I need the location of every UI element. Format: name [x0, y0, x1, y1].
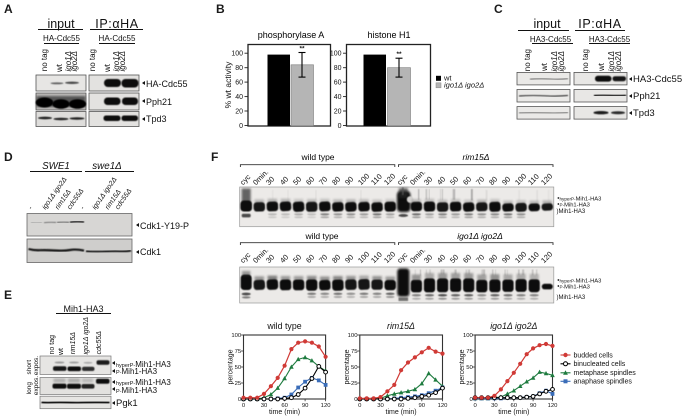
- svg-text:25: 25: [351, 381, 358, 387]
- svg-text:percentage: percentage: [344, 349, 351, 384]
- svg-text:percentage: percentage: [459, 349, 466, 384]
- svg-text:50: 50: [351, 365, 358, 371]
- svg-text:100: 100: [231, 333, 242, 339]
- svg-text:binucleated cells: binucleated cells: [574, 361, 626, 368]
- svg-text:30: 30: [377, 403, 384, 409]
- svg-text:80: 80: [235, 65, 243, 72]
- svg-text:rim15Δ: rim15Δ: [387, 321, 415, 331]
- svg-text:budded cells: budded cells: [574, 352, 614, 359]
- svg-text:0: 0: [239, 123, 243, 130]
- svg-text:igo1Δ igo2Δ: igo1Δ igo2Δ: [490, 321, 537, 331]
- svg-text:metaphase spindles: metaphase spindles: [574, 370, 637, 377]
- svg-text:20: 20: [334, 109, 342, 116]
- svg-text:90: 90: [419, 403, 426, 409]
- svg-text:100: 100: [348, 333, 359, 339]
- svg-text:20: 20: [235, 109, 243, 116]
- svg-text:40: 40: [235, 94, 243, 101]
- svg-text:90: 90: [302, 403, 309, 409]
- svg-text:0: 0: [354, 397, 358, 403]
- svg-text:60: 60: [235, 80, 243, 87]
- svg-text:80: 80: [334, 65, 342, 72]
- svg-text:100: 100: [463, 333, 474, 339]
- svg-text:anaphase spindles: anaphase spindles: [574, 379, 633, 386]
- svg-text:time (min): time (min): [386, 409, 417, 416]
- svg-text:time (min): time (min): [498, 409, 529, 416]
- svg-text:75: 75: [351, 349, 358, 355]
- svg-text:50: 50: [235, 365, 242, 371]
- svg-text:90: 90: [530, 403, 537, 409]
- svg-text:0: 0: [470, 397, 474, 403]
- svg-text:75: 75: [466, 349, 473, 355]
- svg-text:120: 120: [548, 403, 559, 409]
- svg-text:100: 100: [231, 51, 243, 58]
- svg-text:120: 120: [438, 403, 449, 409]
- svg-text:75: 75: [235, 349, 242, 355]
- svg-text:60: 60: [398, 403, 405, 409]
- svg-text:0: 0: [338, 123, 342, 130]
- svg-text:wt: wt: [443, 74, 452, 83]
- svg-text:50: 50: [466, 365, 473, 371]
- svg-text:25: 25: [466, 381, 473, 387]
- svg-text:30: 30: [261, 403, 268, 409]
- svg-text:120: 120: [321, 403, 332, 409]
- svg-text:40: 40: [334, 94, 342, 101]
- svg-text:time (min): time (min): [269, 409, 300, 416]
- svg-text:**: **: [299, 46, 305, 53]
- svg-text:0: 0: [358, 403, 362, 409]
- svg-text:60: 60: [334, 80, 342, 87]
- svg-text:% wt activity: % wt activity: [223, 61, 233, 109]
- svg-text:25: 25: [235, 381, 242, 387]
- svg-text:30: 30: [491, 403, 498, 409]
- svg-text:60: 60: [511, 403, 518, 409]
- svg-text:0: 0: [238, 397, 242, 403]
- svg-text:60: 60: [281, 403, 288, 409]
- svg-text:percentage: percentage: [228, 349, 235, 384]
- svg-text:0: 0: [473, 403, 477, 409]
- svg-text:0: 0: [242, 403, 246, 409]
- svg-text:wild type: wild type: [266, 321, 301, 331]
- svg-text:**: **: [396, 51, 402, 58]
- svg-text:igo1Δ igo2Δ: igo1Δ igo2Δ: [444, 81, 484, 90]
- svg-text:100: 100: [330, 51, 342, 58]
